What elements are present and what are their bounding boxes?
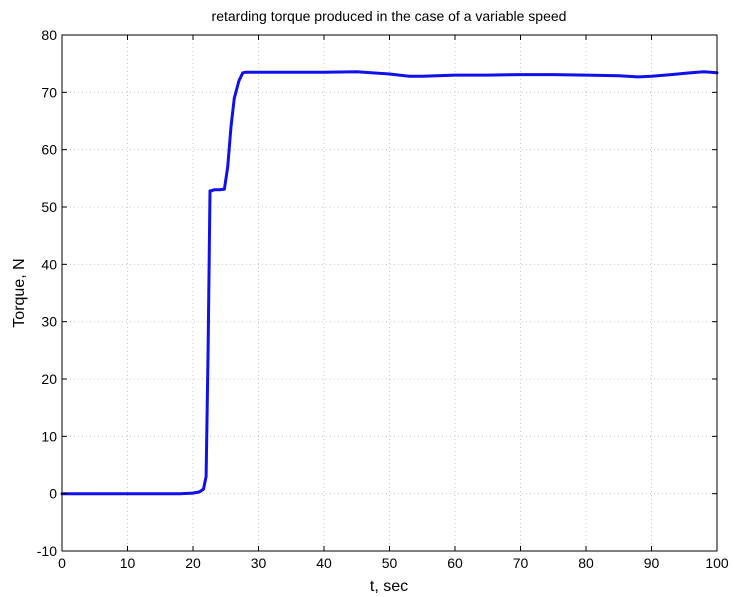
x-tick-label: 30: [251, 555, 267, 571]
series-layer: [60, 70, 719, 496]
y-tick-label: 20: [41, 371, 57, 387]
y-tick-label: -10: [37, 543, 57, 559]
y-tick-label: 30: [41, 314, 57, 330]
y-tick-label: 40: [41, 256, 57, 272]
x-tick-label: 60: [447, 555, 463, 571]
y-axis-label: Torque, N: [11, 258, 28, 327]
y-tick-label: 0: [49, 486, 57, 502]
chart-title: retarding torque produced in the case of…: [212, 8, 567, 24]
x-tick-label: 90: [644, 555, 660, 571]
x-tick-label: 10: [120, 555, 136, 571]
x-tick-label: 0: [58, 555, 66, 571]
y-tick-label: 80: [41, 27, 57, 43]
y-tick-label: 50: [41, 199, 57, 215]
y-tick-label: 60: [41, 142, 57, 158]
y-tick-label: 70: [41, 84, 57, 100]
y-tick-label: 10: [41, 428, 57, 444]
plot-frame: [61, 34, 718, 552]
grid-layer: [62, 35, 717, 551]
tick-layer: 0 10 20 30 40 50 60 70 80 90 100-10010203040506070…: [37, 27, 729, 571]
x-tick-label: 50: [382, 555, 398, 571]
x-tick-label: 100: [705, 555, 729, 571]
x-tick-label: 70: [513, 555, 529, 571]
x-tick-label: 40: [316, 555, 332, 571]
x-tick-label: 20: [185, 555, 201, 571]
x-axis-label: t, sec: [370, 578, 408, 595]
x-tick-label: 80: [578, 555, 594, 571]
torque-series-line: [60, 70, 719, 496]
